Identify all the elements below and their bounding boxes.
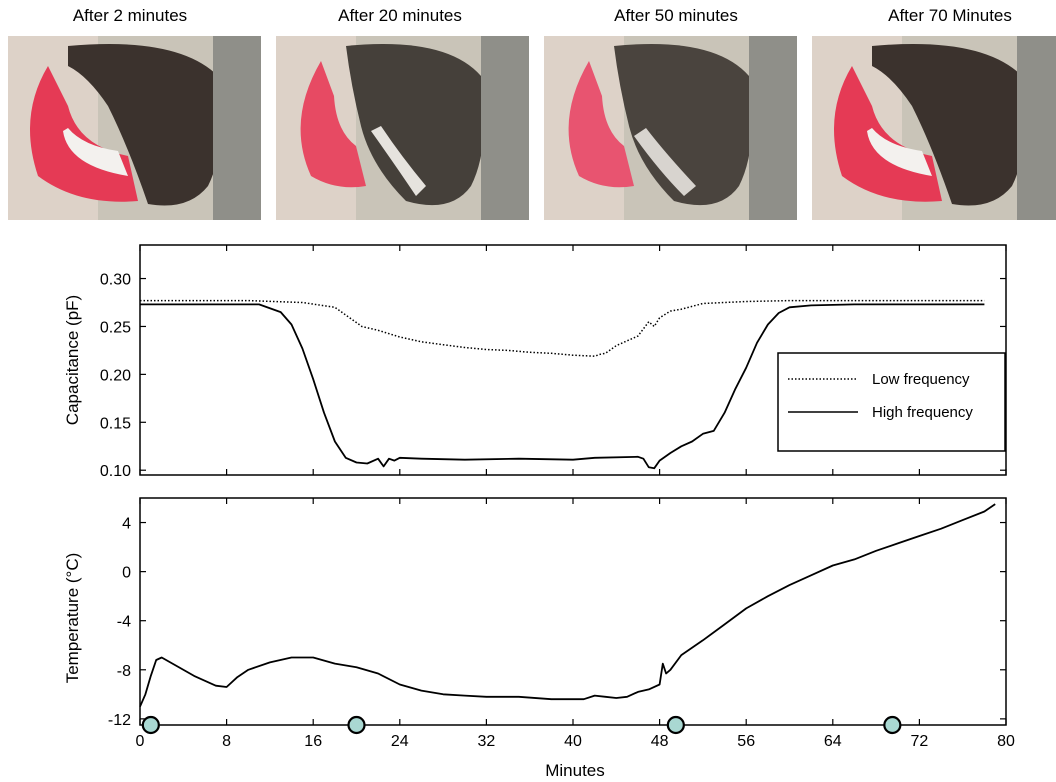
x-tick-label: 48 — [651, 733, 669, 750]
temperature-plot-frame — [139, 497, 1007, 726]
x-tick-label: 24 — [391, 733, 409, 750]
y-tick-label: -8 — [117, 663, 131, 680]
y-tick-label: 0.15 — [100, 415, 131, 432]
legend-box — [777, 352, 1006, 452]
photo-after-20-minutes — [276, 36, 529, 220]
x-tick-label: 80 — [997, 733, 1015, 750]
photo-time-marker — [141, 715, 160, 735]
legend-low-frequency-label: Low frequency — [872, 371, 970, 388]
x-tick-label: 32 — [478, 733, 496, 750]
photo-after-50-minutes — [544, 36, 797, 220]
temperature-ylabel: Temperature (°C) — [63, 553, 82, 684]
photo-time-marker — [666, 715, 685, 735]
y-tick-label: 0.25 — [100, 319, 131, 336]
series-high-frequency — [140, 303, 985, 470]
photo-after-2-minutes — [8, 36, 261, 220]
temperature-chart: -12 -8 -4 0 4 0 8 16 24 32 40 48 56 64 72 80 Temperatu… — [63, 497, 1015, 780]
x-tick-label: 8 — [222, 733, 231, 750]
photo-label-2min: After 2 minutes — [72, 6, 188, 25]
photo-time-marker — [347, 715, 366, 735]
temperature-xlabel: Minutes — [545, 761, 605, 780]
photo-time-marker — [883, 715, 902, 735]
x-tick-label: 40 — [564, 733, 582, 750]
photo-label-50min: After 50 minutes — [614, 6, 738, 25]
capacitance-ylabel: Capacitance (pF) — [63, 295, 82, 425]
y-tick-label: 0.10 — [100, 463, 131, 480]
series-low-frequency — [140, 299, 985, 357]
y-tick-label: 0 — [122, 565, 131, 582]
x-tick-label: 56 — [737, 733, 755, 750]
y-tick-label: 4 — [122, 516, 131, 533]
y-tick-label: 0.30 — [100, 272, 131, 289]
capacitance-chart: 0.10 0.15 0.20 0.25 0.30 Capacitance (pF) Lo… — [63, 244, 1007, 480]
y-tick-label: -4 — [117, 614, 131, 631]
series-temperature — [139, 503, 996, 707]
x-tick-label: 72 — [911, 733, 929, 750]
capacitance-legend: Low frequency High frequency — [777, 352, 1006, 452]
y-tick-label: 0.20 — [100, 367, 131, 384]
y-tick-label: -12 — [108, 712, 131, 729]
x-tick-label: 16 — [304, 733, 322, 750]
photo-after-70-minutes — [812, 36, 1056, 220]
x-tick-label: 0 — [136, 733, 145, 750]
legend-high-frequency-label: High frequency — [872, 404, 973, 421]
photo-label-70min: After 70 Minutes — [888, 6, 1012, 25]
x-tick-label: 64 — [824, 733, 842, 750]
photo-label-20min: After 20 minutes — [338, 6, 462, 25]
